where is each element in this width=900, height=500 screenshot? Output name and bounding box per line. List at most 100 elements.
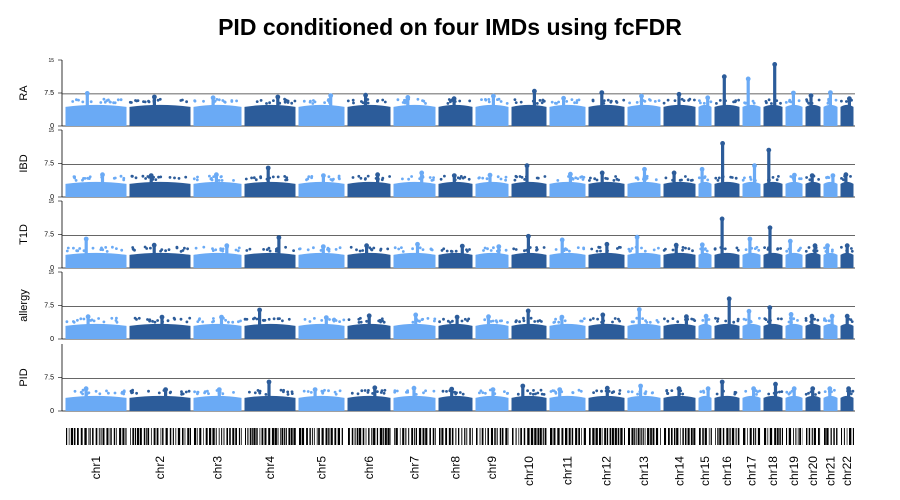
snp-point [393,389,397,392]
snp-point [312,246,315,250]
peak-bar-chr13 [639,96,644,126]
snp-point [535,102,539,105]
snp-point [824,319,828,323]
gene-tick [399,428,401,445]
snp-point [529,392,532,395]
peak-bar-chr18 [773,64,777,126]
snp-point [734,99,738,103]
snp-point [666,319,670,323]
snp-point [706,178,710,182]
snp-point [89,100,93,104]
snp-point [116,98,120,102]
snp-point [656,320,660,324]
snp-point [522,316,525,320]
snp-point [618,319,621,323]
snp-point [302,389,306,393]
gene-tick [73,428,76,445]
snp-point [581,178,585,181]
snp-point [541,98,545,102]
gene-tick [199,428,202,445]
snp-point [817,391,821,395]
gene-tick [318,428,320,445]
gene-tick [205,428,208,445]
snp-point [563,319,567,323]
snp-point [349,245,353,249]
chromosome-block-chr18 [763,104,783,126]
gene-tick [578,428,580,445]
snp-point [460,319,464,323]
snp-point [351,98,355,102]
gene-tick [203,428,204,445]
peak-bar-chr15 [700,169,704,197]
gene-tick [411,428,414,445]
chromosome-block-chr14 [663,181,696,197]
snp-point [724,319,728,323]
snp-point [723,247,727,251]
snp-point [376,390,379,393]
snp-point [606,98,610,102]
snp-point [334,319,338,322]
snp-point [600,389,603,393]
gene-tick [469,428,471,445]
peak-point-chr3 [216,387,222,392]
peak-point-chr21 [829,313,835,319]
peak-point-chr19 [787,238,793,244]
peak-bar-chr12 [605,388,609,411]
peak-point-chr3 [219,314,224,320]
gene-tick [196,428,198,445]
snp-point [526,389,529,393]
gene-tick [598,428,602,445]
snp-point [461,392,465,396]
gene-tick [476,428,478,445]
snp-point [543,175,547,178]
snp-point [580,319,584,323]
gene-tick [299,428,302,445]
snp-point [383,388,387,392]
chromosome-block-chr5 [298,395,345,411]
snp-point [383,100,387,104]
chromosome-block-chr11 [549,395,586,411]
peak-point-chr1 [84,91,90,96]
snp-point [424,102,427,105]
snp-point [350,391,354,395]
snp-point [185,100,189,104]
peak-point-chr8 [451,96,457,102]
gene-tick [553,428,556,445]
snp-point [478,176,481,180]
peak-bar-chr12 [600,172,604,197]
snp-point [596,317,599,321]
chromosome-label-chr6: chr6 [362,456,376,480]
snp-point [827,319,831,323]
peak-bar-chr22 [845,316,849,339]
peak-point-chr6 [366,313,372,319]
peak-bar-chr8 [460,246,464,268]
peak-point-chr17 [747,236,753,242]
peak-bar-chr16 [721,143,725,197]
snp-point [484,391,487,395]
panel-allergy: 0 7.5 15 allergy [18,270,855,343]
gene-tick [606,428,609,445]
snp-point [379,320,382,324]
snp-point [217,98,221,102]
chromosome-block-chr6 [347,181,391,197]
chromosome-block-chr15 [698,181,712,197]
snp-point [379,391,383,394]
chromosome-block-chr1 [65,395,127,411]
snp-point [111,245,114,249]
snp-point [678,178,682,182]
snp-point [744,389,748,393]
snp-point [628,101,631,105]
snp-point [804,317,808,320]
gene-tick [595,428,598,445]
snp-point [707,318,711,321]
peak-point-chr3 [214,172,219,178]
peak-bar-chr7 [412,388,416,411]
gene-tick [499,428,502,445]
snp-point [203,391,207,395]
chromosome-block-chr13 [627,104,661,126]
gene-tick [722,428,725,445]
peak-point-chr22 [847,96,852,102]
chromosome-block-chr9 [475,323,509,339]
gene-tick [735,428,737,445]
peak-point-chr8 [459,243,465,249]
